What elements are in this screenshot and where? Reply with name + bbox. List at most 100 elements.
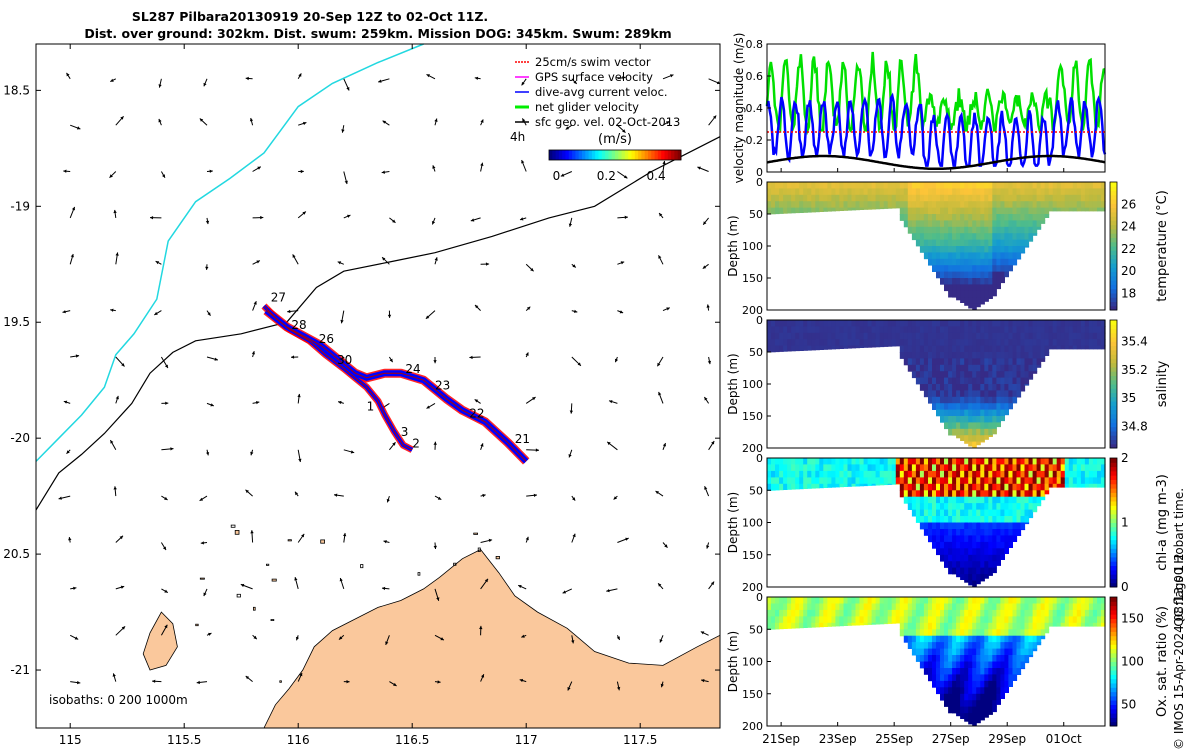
section-cell bbox=[1000, 371, 1005, 379]
sfc-vel-arrow bbox=[70, 680, 81, 685]
section-cell bbox=[980, 655, 985, 663]
section-cell bbox=[956, 403, 961, 411]
section-cell bbox=[1048, 603, 1054, 611]
section-cell bbox=[919, 509, 925, 517]
sfc-vel-arrow bbox=[245, 675, 253, 682]
sfc-vel-arrow-head bbox=[522, 118, 526, 122]
section-cell bbox=[787, 603, 792, 611]
section-cell bbox=[968, 629, 973, 637]
section-cell bbox=[811, 603, 816, 611]
section-cell bbox=[936, 182, 941, 189]
section-cell bbox=[875, 483, 881, 486]
section-cell bbox=[980, 246, 985, 253]
section-cell bbox=[887, 201, 893, 209]
section-ytick-label: 150 bbox=[742, 688, 763, 701]
section-cell bbox=[795, 207, 800, 214]
section-cell bbox=[907, 214, 913, 221]
section-cell bbox=[767, 477, 772, 485]
section-cell bbox=[976, 233, 981, 241]
section-cell bbox=[956, 252, 961, 260]
section-cell bbox=[1076, 320, 1082, 327]
section-colorbar-cell bbox=[1110, 683, 1117, 688]
section-cell bbox=[1092, 201, 1098, 209]
section-cell bbox=[819, 320, 824, 327]
velocity-ytick-label: 0.6 bbox=[746, 70, 764, 83]
section-cell bbox=[1048, 326, 1054, 334]
section-cell bbox=[891, 182, 897, 189]
section-cell bbox=[851, 609, 857, 617]
section-cell bbox=[1028, 214, 1034, 221]
section-cell bbox=[907, 226, 913, 234]
section-cell bbox=[807, 345, 812, 351]
section-cell bbox=[895, 477, 901, 485]
section-cell bbox=[972, 390, 977, 398]
section-cell bbox=[915, 616, 921, 624]
section-cell bbox=[952, 258, 957, 266]
section-cell bbox=[1032, 648, 1038, 652]
section-cell bbox=[1016, 332, 1022, 340]
section-cell bbox=[1012, 345, 1018, 353]
section-cell bbox=[984, 522, 989, 530]
section-cell bbox=[835, 188, 840, 196]
section-cell bbox=[980, 616, 985, 624]
section-cell bbox=[992, 409, 997, 417]
sfc-vel-arrow bbox=[63, 169, 71, 173]
section-cell bbox=[923, 483, 929, 491]
time-tick-label: 23Sep bbox=[819, 732, 857, 746]
section-cell bbox=[956, 435, 961, 439]
section-cell bbox=[883, 470, 889, 478]
section-cell bbox=[964, 422, 969, 430]
section-cell bbox=[936, 358, 941, 366]
section-cell bbox=[972, 522, 977, 530]
section-cell bbox=[1016, 629, 1022, 637]
section-cell bbox=[996, 516, 1001, 524]
section-cell bbox=[923, 207, 929, 215]
section-colorbar-cell bbox=[1110, 435, 1117, 440]
sfc-vel-arrow bbox=[519, 678, 527, 683]
section-cell bbox=[867, 320, 873, 327]
section-cell bbox=[984, 371, 989, 379]
section-colorbar-cell bbox=[1110, 574, 1117, 579]
sfc-vel-arrow bbox=[149, 216, 162, 220]
section-cell bbox=[1012, 483, 1018, 491]
section-cell bbox=[1092, 339, 1098, 347]
section-cell bbox=[823, 597, 828, 605]
section-cell bbox=[948, 188, 953, 196]
section-cell bbox=[1004, 603, 1009, 611]
colorbar-cell bbox=[674, 150, 679, 160]
section-cell bbox=[1092, 622, 1098, 627]
section-cell bbox=[895, 597, 901, 605]
section-cell bbox=[1068, 616, 1074, 624]
colorbar-unit: (m/s) bbox=[598, 132, 632, 147]
section-cell bbox=[851, 326, 857, 334]
sfc-vel-arrow bbox=[526, 448, 540, 452]
section-cell bbox=[1072, 207, 1078, 212]
section-cell bbox=[1072, 603, 1078, 611]
section-cell bbox=[1004, 207, 1009, 215]
section-cell bbox=[831, 458, 836, 465]
sfc-vel-arrow-head bbox=[470, 218, 475, 222]
section-cell bbox=[907, 358, 913, 366]
colorbar-cell bbox=[621, 150, 626, 160]
section-cell bbox=[960, 396, 965, 404]
section-cell bbox=[1040, 458, 1046, 465]
section-cell bbox=[948, 516, 953, 524]
section-cell bbox=[915, 239, 921, 247]
section-cell bbox=[956, 278, 961, 285]
section-colorbar-cell bbox=[1110, 396, 1117, 402]
section-cell bbox=[859, 616, 865, 624]
section-cell bbox=[1028, 490, 1034, 498]
section-cell bbox=[996, 396, 1001, 404]
section-cell bbox=[944, 548, 949, 556]
section-cell bbox=[1036, 345, 1042, 353]
section-cell bbox=[952, 284, 957, 292]
section-cell bbox=[787, 458, 792, 465]
section-cell bbox=[839, 345, 844, 349]
section-cell bbox=[779, 470, 784, 478]
section-cell bbox=[952, 693, 957, 701]
section-cell bbox=[964, 396, 969, 404]
section-cell bbox=[968, 706, 973, 714]
section-cell bbox=[915, 352, 921, 359]
section-cell bbox=[863, 345, 869, 348]
